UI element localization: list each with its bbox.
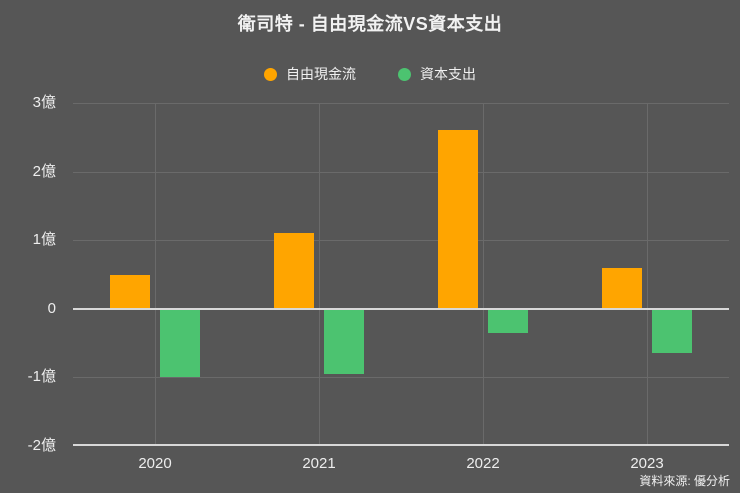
bar-capex-2022 [488, 308, 528, 333]
x-tick-label-2021: 2021 [302, 455, 336, 472]
gridline-h [73, 103, 729, 104]
bar-fcf-2021 [274, 233, 314, 309]
y-tick-label: 3億 [32, 94, 56, 111]
x-tick-label-2023: 2023 [630, 455, 664, 472]
bar-capex-2023 [652, 308, 692, 354]
zero-line [73, 307, 729, 310]
gridline-v [319, 103, 320, 446]
x-axis-line [73, 444, 729, 446]
gridline-v [483, 103, 484, 446]
chart-title: 衛司特 - 自由現金流VS資本支出 [237, 14, 503, 34]
y-tick-label: 0 [47, 299, 56, 317]
plot-area [73, 103, 729, 446]
bar-fcf-2022 [438, 130, 478, 309]
x-tick-label-2020: 2020 [138, 455, 172, 472]
legend-item-capex: 資本支出 [398, 64, 476, 84]
gridline-h [73, 377, 729, 379]
legend-label-fcf: 自由現金流 [286, 66, 356, 82]
y-tick-label: -2億 [27, 437, 56, 454]
x-tick-label-2022: 2022 [466, 455, 500, 472]
y-tick-label: 1億 [32, 231, 56, 249]
legend-item-fcf: 自由現金流 [264, 64, 356, 84]
source-note: 資料來源: 優分析 [639, 474, 730, 488]
gridline-h [73, 240, 729, 242]
bar-capex-2021 [324, 308, 364, 374]
legend-label-capex: 資本支出 [420, 66, 476, 82]
capex-legend-dot-icon [398, 67, 411, 81]
legend: 自由現金流 資本支出 [0, 64, 740, 84]
y-tick-label: 2億 [32, 162, 56, 180]
y-tick-label: -1億 [27, 368, 56, 386]
gridline-v [155, 103, 156, 446]
bar-capex-2020 [160, 308, 200, 378]
gridline-v [647, 103, 648, 446]
gridline-h [73, 171, 729, 173]
bar-fcf-2020 [110, 274, 150, 309]
bar-fcf-2023 [602, 267, 642, 309]
fcf-legend-dot-icon [264, 67, 277, 81]
